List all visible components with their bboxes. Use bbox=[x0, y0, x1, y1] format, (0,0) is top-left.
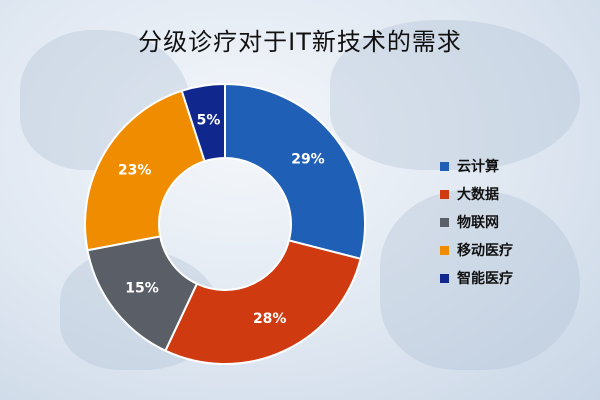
legend-item: 大数据 bbox=[440, 180, 513, 208]
chart-title: 分级诊疗对于IT新技术的需求 bbox=[138, 28, 462, 56]
slice-data-label: 23% bbox=[118, 163, 152, 179]
chart-legend: 云计算大数据物联网移动医疗智能医疗 bbox=[440, 152, 513, 292]
legend-swatch bbox=[440, 161, 449, 171]
legend-item: 物联网 bbox=[440, 208, 513, 236]
legend-swatch bbox=[440, 273, 449, 283]
legend-swatch bbox=[440, 245, 449, 255]
legend-label: 物联网 bbox=[457, 215, 499, 231]
slice-data-label: 15% bbox=[125, 280, 159, 296]
slice-data-label: 29% bbox=[291, 152, 325, 168]
donut-slice bbox=[84, 89, 206, 252]
legend-label: 大数据 bbox=[457, 187, 499, 203]
donut-slice bbox=[164, 239, 362, 365]
slice-data-label: 5% bbox=[197, 112, 221, 128]
legend-item: 云计算 bbox=[440, 152, 513, 180]
legend-label: 移动医疗 bbox=[457, 243, 513, 259]
slice-data-label: 28% bbox=[253, 311, 287, 327]
legend-swatch bbox=[440, 217, 449, 227]
donut-slice bbox=[180, 82, 226, 163]
legend-item: 移动医疗 bbox=[440, 236, 513, 264]
legend-label: 云计算 bbox=[457, 159, 499, 175]
donut-slice bbox=[224, 82, 366, 261]
legend-swatch bbox=[440, 189, 449, 199]
legend-label: 智能医疗 bbox=[457, 271, 513, 287]
legend-item: 智能医疗 bbox=[440, 264, 513, 292]
